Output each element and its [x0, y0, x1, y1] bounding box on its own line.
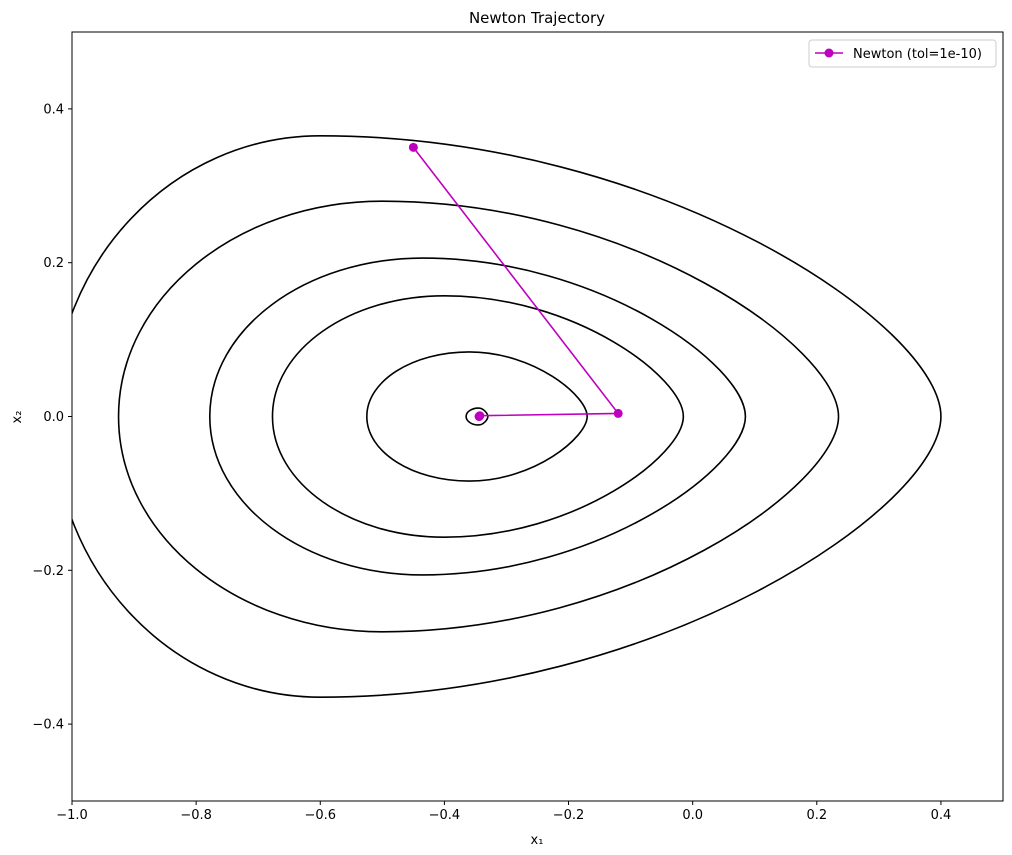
- series-line: [412, 146, 620, 418]
- series-layer: [408, 142, 623, 421]
- x-tick-label: −0.2: [553, 808, 585, 823]
- x-tick-label: −0.6: [304, 808, 336, 823]
- y-axis-label: x₂: [10, 411, 25, 424]
- y-axis-ticks: −0.4 −0.2 0.0 0.2 0.4: [32, 102, 72, 733]
- x-axis-label: x₁: [531, 833, 544, 848]
- x-tick-label: −1.0: [56, 808, 88, 823]
- contour-line: [208, 257, 747, 576]
- y-tick-label: 0.2: [43, 256, 64, 271]
- plot-area-frame: [71, 31, 1004, 802]
- legend-marker-swatch: [824, 48, 834, 58]
- contour-line: [72, 135, 942, 698]
- y-tick-label: −0.4: [32, 718, 64, 733]
- x-tick-label: 0.2: [806, 808, 827, 823]
- legend-label: Newton (tol=1e-10): [853, 47, 982, 62]
- x-tick-label: 0.4: [931, 808, 952, 823]
- contour-line: [117, 200, 840, 633]
- y-tick-label: −0.2: [32, 564, 64, 579]
- chart-title: Newton Trajectory: [469, 9, 605, 27]
- y-tick-label: 0.4: [43, 102, 64, 117]
- legend: Newton (tol=1e-10): [808, 39, 997, 68]
- contour-line: [366, 351, 588, 482]
- x-tick-label: −0.8: [180, 808, 212, 823]
- legend-box: [808, 39, 997, 68]
- series-point: [474, 412, 484, 421]
- series-point: [408, 142, 418, 152]
- x-tick-label: −0.4: [429, 808, 461, 823]
- x-tick-label: 0.0: [682, 808, 703, 823]
- contour-line: [465, 407, 489, 426]
- x-axis-ticks: −1.0 −0.8 −0.6 −0.4 −0.2 0.0 0.2 0.4: [56, 801, 951, 823]
- series-point: [613, 408, 623, 418]
- contour-line: [271, 294, 685, 539]
- y-tick-label: 0.0: [43, 410, 64, 425]
- contour-lines: [72, 135, 942, 698]
